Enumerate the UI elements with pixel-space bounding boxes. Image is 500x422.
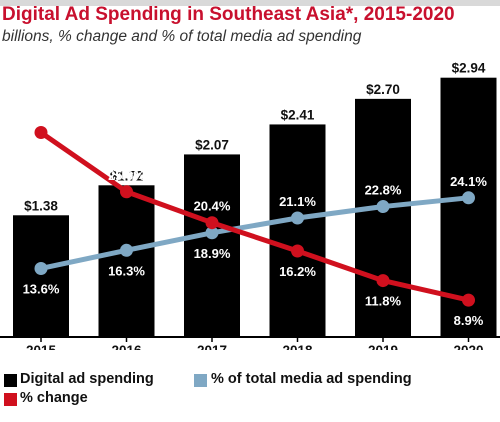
legend-label-share: % of total media ad spending [211,371,412,387]
bar-value-label: $2.70 [366,82,400,97]
change-value-label: 33.8% [23,109,60,124]
bar-value-label: $2.94 [452,61,486,76]
x-tick-label: 2015 [26,343,57,350]
bar-value-label: $1.72 [110,168,144,183]
bar-value-label: $2.07 [195,137,229,152]
share-value-label: 13.6% [23,281,60,296]
bar-value-label: $2.41 [281,107,315,122]
change-value-label: 11.8% [365,294,402,309]
point-change-2015 [34,126,48,140]
share-value-label: 16.3% [108,263,145,278]
point-share-2016 [120,243,133,257]
point-share-2017 [205,226,219,240]
legend-swatch-bars [4,374,17,387]
bar-2017 [184,154,240,337]
point-share-2020 [462,191,475,205]
share-value-label: 22.8% [365,183,402,198]
share-value-label: 21.1% [279,194,316,209]
chart-subtitle: billions, % change and % of total media … [2,28,362,45]
change-value-label: 16.2% [279,264,316,279]
share-value-label: 24.1% [450,174,487,189]
change-value-label: 20.4% [194,199,231,214]
share-value-label: 18.9% [194,246,231,261]
change-value-label: 8.9% [454,313,484,328]
legend-label-bars: Digital ad spending [20,371,154,387]
x-tick-label: 2020 [453,343,483,350]
top-rule [0,0,500,6]
x-tick-label: 2016 [111,343,142,350]
point-change-2019 [376,274,390,288]
point-share-2015 [34,261,48,275]
x-tick-label: 2017 [197,343,227,350]
line-change [39,130,470,303]
point-change-2020 [462,293,475,307]
change-value-label: 25.0% [108,168,145,183]
point-share-2018 [291,211,304,225]
bar-2018 [269,124,326,337]
chart-plot: $1.38 $1.72 $2.07 $2.41 $2.70 $2.94 2015 2016 20… [0,61,500,350]
legend-swatch-share [194,374,207,387]
point-change-2018 [291,244,304,258]
bar-value-label: $1.38 [24,198,58,213]
bar-2019 [355,98,411,337]
legend-label-change: % change [20,390,88,406]
chart-title: Digital Ad Spending in Southeast Asia*, … [2,4,455,25]
legend-swatch-change [4,393,17,406]
x-tick-label: 2019 [368,343,398,350]
x-tick-label: 2018 [282,343,313,350]
bar-2016 [98,185,155,337]
line-share [40,195,469,271]
point-change-2016 [120,185,133,199]
bar-2015 [13,215,69,337]
point-share-2019 [376,200,390,214]
point-change-2017 [205,216,219,230]
